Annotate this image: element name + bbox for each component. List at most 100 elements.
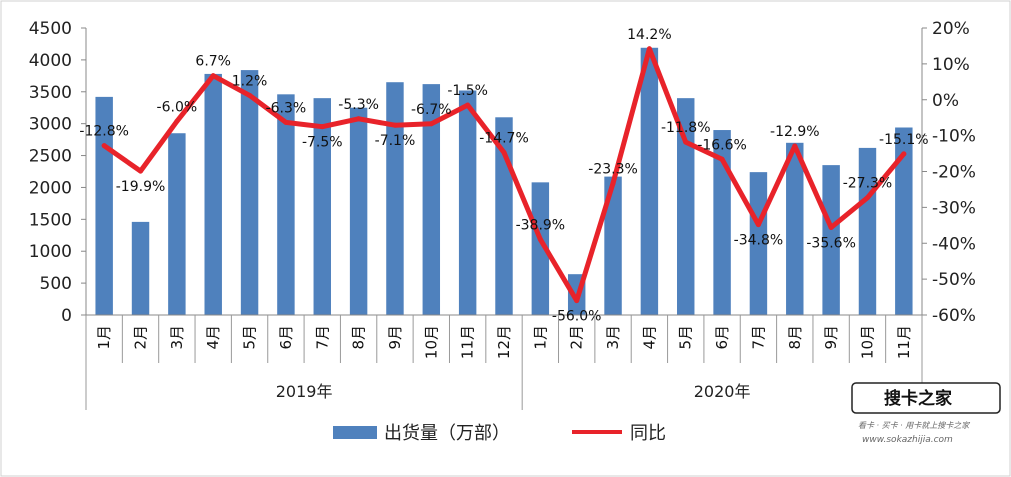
right-tick-label: 10% (932, 55, 970, 75)
legend-bar-label: 出货量（万部） (384, 423, 510, 444)
line-point (574, 298, 580, 304)
line-point (101, 143, 107, 149)
line-data-label: -6.0% (157, 99, 198, 115)
line-data-label: -38.9% (516, 217, 566, 233)
bar (531, 182, 550, 315)
line-point (755, 222, 761, 228)
left-tick-label: 2500 (29, 147, 72, 167)
line-data-label: 14.2% (627, 27, 671, 43)
axis-lines (85, 28, 923, 316)
line-point (392, 122, 398, 128)
bar (640, 47, 659, 315)
line-series (101, 46, 907, 304)
bar (749, 172, 768, 315)
bar (858, 147, 877, 315)
x-category-label: 9月 (822, 325, 840, 350)
watermark-brand: 搜卡之家 (884, 388, 952, 409)
line-point (719, 156, 725, 162)
line-data-label: 1.2% (232, 73, 268, 89)
bar-series (95, 47, 913, 316)
right-tick-label: -10% (932, 127, 976, 147)
watermark-logo-badge (851, 382, 1001, 414)
line-data-label: -11.8% (661, 120, 711, 136)
x-category-label: 7月 (749, 325, 767, 350)
left-tick-label: 2000 (29, 178, 72, 198)
line-data-label: -12.9% (770, 124, 820, 140)
line-point (792, 143, 798, 149)
x-group-label: 2020年 (694, 382, 751, 401)
x-category-label: 10月 (422, 325, 440, 359)
line-data-label: 6.7% (195, 54, 231, 70)
line-point (428, 121, 434, 127)
x-category-label: 11月 (895, 325, 913, 359)
line-point (174, 118, 180, 124)
bar (895, 127, 913, 315)
line-data-label: -19.9% (116, 179, 166, 195)
bar (349, 107, 368, 315)
line-point (210, 73, 216, 79)
x-category-label: 1月 (95, 325, 113, 350)
left-tick-label: 0 (61, 306, 72, 326)
line-data-label: -56.0% (552, 309, 602, 325)
right-axis: -60% -50% -40% -30% -20% -10% 0% 10% 20% (922, 19, 976, 326)
bar (422, 84, 441, 315)
x-category-label: 3月 (168, 325, 186, 350)
right-tick-label: -30% (932, 198, 976, 218)
legend: 出货量（万部） 同比 (333, 423, 666, 444)
left-tick-label: 500 (40, 274, 72, 294)
line-point (646, 46, 652, 52)
watermark-url: www.sokazhijia.com (862, 435, 953, 445)
bar (240, 70, 259, 316)
x-axis-groups: 2019年 2020年 (85, 363, 923, 410)
right-tick-label: 20% (932, 19, 970, 39)
line-data-label: -6.7% (411, 102, 452, 118)
bar (386, 82, 404, 315)
line-point (283, 119, 289, 125)
bar (677, 98, 695, 316)
right-tick-label: -20% (932, 163, 976, 183)
bar (168, 133, 186, 315)
x-category-label: 2月 (132, 325, 150, 350)
bar (204, 73, 222, 315)
line-data-label: -12.8% (79, 124, 129, 140)
left-tick-label: 3500 (29, 83, 72, 103)
x-category-label: 6月 (713, 325, 731, 350)
x-category-label: 12月 (495, 325, 513, 359)
x-category-label: 1月 (531, 325, 549, 350)
left-tick-label: 1500 (29, 210, 72, 230)
x-axis-labels: 1月 2月 3月 4月 5月 6月 7月 8月 9月 10月 11月 12月 1月 2月 3月 4月 5月 6月 7… (85, 315, 923, 363)
line-point (465, 102, 471, 108)
line-data-label: -35.6% (806, 235, 856, 251)
x-category-label: 8月 (350, 325, 368, 350)
bar (604, 176, 622, 315)
x-category-label: 5月 (677, 325, 695, 350)
bar (713, 130, 731, 315)
line-data-label: -23.3% (588, 161, 638, 177)
line-data-label: -7.1% (375, 133, 416, 149)
x-category-label: 5月 (241, 325, 259, 350)
bar (313, 98, 331, 316)
left-tick-label: 4500 (29, 19, 72, 39)
line-data-label: -14.7% (479, 130, 529, 146)
x-category-label: 6月 (277, 325, 295, 350)
x-category-label: 8月 (786, 325, 804, 350)
line-data-label: -5.3% (338, 97, 379, 113)
x-category-label: 11月 (459, 325, 477, 359)
bar (131, 221, 150, 315)
x-category-label: 10月 (858, 325, 876, 359)
watermark-logo: 搜卡之家 看卡 · 买卡 · 用卡就上搜卡之家 www.sokazhijia.c… (851, 382, 1001, 445)
line-point (501, 149, 507, 155)
bar (822, 165, 840, 315)
bar (786, 142, 804, 315)
line-point (864, 195, 870, 201)
line-point (138, 168, 144, 174)
x-category-label: 9月 (386, 325, 404, 350)
line-point (828, 224, 834, 230)
line-point (356, 116, 362, 122)
line-point (610, 180, 616, 186)
legend-line-label: 同比 (630, 423, 666, 444)
line-data-label: -7.5% (302, 135, 343, 151)
watermark-tagline: 看卡 · 买卡 · 用卡就上搜卡之家 (858, 421, 970, 430)
left-tick-label: 3000 (29, 115, 72, 135)
right-tick-label: -50% (932, 270, 976, 290)
